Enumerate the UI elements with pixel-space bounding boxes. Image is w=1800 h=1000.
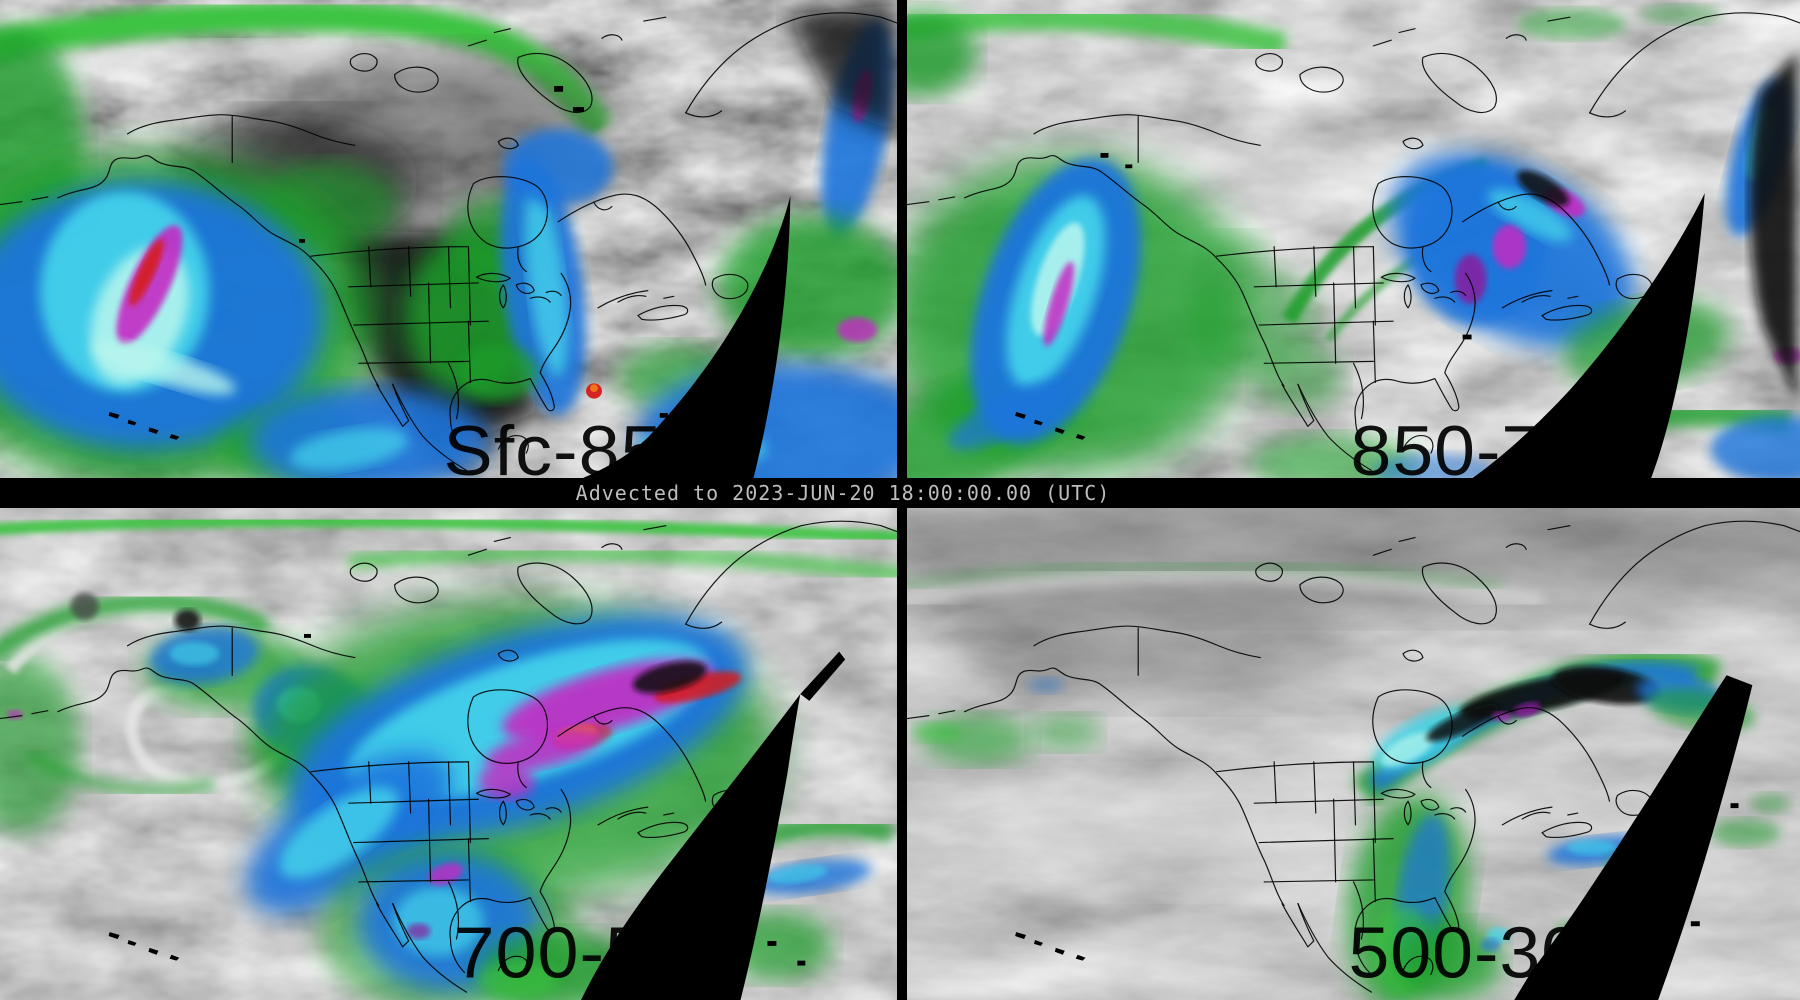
- panel-500-300: 500-300: [907, 508, 1800, 1000]
- panel-850-700: 850-700: [907, 0, 1800, 478]
- wx-map-700-500: 700-500: [0, 508, 897, 1000]
- data-void-wedge: [1514, 675, 1753, 1000]
- wx-map-850-700: 850-700: [907, 0, 1800, 478]
- data-void-wedge: [1472, 193, 1705, 478]
- data-void-wedge: [583, 195, 791, 478]
- timestamp-bar: Advected to 2023-JUN-20 18:00:00.00 (UTC…: [0, 478, 1800, 508]
- data-dropout-specks: [1100, 152, 1472, 340]
- advected-timestamp: Advected to 2023-JUN-20 18:00:00.00 (UTC…: [575, 481, 1111, 505]
- panel-700-500: 700-500: [0, 508, 897, 1000]
- panel-sfc-850: Sfc-850: [0, 0, 897, 478]
- data-dropout-specks: [299, 86, 668, 418]
- wx-map-sfc-850: Sfc-850: [0, 0, 897, 478]
- wx-map-500-300: 500-300: [907, 508, 1800, 1000]
- data-void-wedge: [581, 693, 801, 1000]
- data-dropout-specks: [303, 633, 806, 966]
- data-dropout-specks: [1601, 803, 1739, 960]
